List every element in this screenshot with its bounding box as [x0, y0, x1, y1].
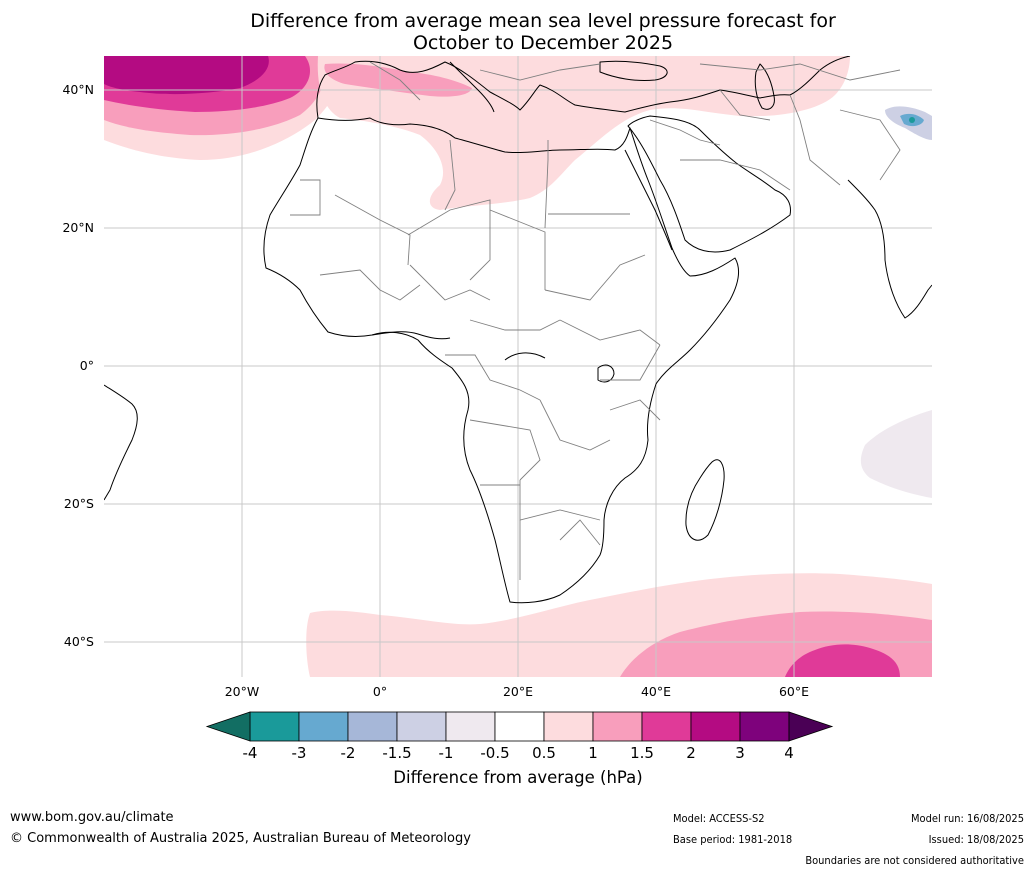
coastline-africa — [263, 117, 740, 604]
country-borders — [290, 61, 901, 580]
footer-model: Model: ACCESS-S2 — [673, 812, 765, 825]
colorbar-tick-labels: -4 -3 -2 -1.5 -1 -0.5 0.5 1 1.5 2 3 4 — [0, 744, 1035, 764]
footer-base-period: Base period: 1981-2018 — [673, 833, 793, 846]
border-segment — [544, 254, 646, 301]
colorbar-segment — [347, 711, 398, 742]
colorbar-segment — [690, 711, 741, 742]
lat-label-20n: 20°N — [62, 220, 94, 235]
border-segment — [719, 89, 771, 121]
colorbar-tick-label: 0.5 — [532, 744, 556, 762]
graticule — [104, 56, 932, 677]
footer-model-run: Model run: 16/08/2025 — [911, 812, 1024, 825]
colorbar-segment — [298, 711, 349, 742]
lon-label-60e: 60°E — [778, 684, 810, 699]
colorbar-tick-label: 3 — [735, 744, 745, 762]
lon-label-0: 0° — [372, 684, 388, 699]
border-segment — [334, 194, 411, 266]
lon-label-20e: 20°E — [502, 684, 534, 699]
coastline-caspian — [754, 63, 775, 110]
anomaly-region-tibet-core — [909, 117, 915, 123]
lat-label-40s: 40°S — [63, 634, 94, 649]
coastline-lake-victoria — [597, 364, 615, 383]
border-segment — [519, 480, 601, 521]
lon-label-40e: 40°E — [640, 684, 672, 699]
colorbar-tick-label: 1 — [588, 744, 598, 762]
colorbar-over-arrow — [788, 711, 834, 742]
colorbar-tick-label: -1 — [438, 744, 454, 762]
colorbar-label: Difference from average (hPa) — [393, 768, 643, 787]
border-segment — [600, 344, 661, 381]
anomaly-region-south-1.5 — [785, 644, 900, 677]
footer-issued: Issued: 18/08/2025 — [928, 833, 1024, 846]
border-segment — [469, 419, 541, 481]
border-segment — [559, 319, 661, 346]
anomaly-region-nw-2 — [104, 56, 269, 95]
border-segment — [445, 354, 541, 401]
border-segment — [789, 94, 841, 186]
border-segment — [559, 519, 601, 546]
coastline-madagascar — [685, 459, 725, 541]
coastline-south-america — [104, 384, 138, 501]
colorbar-segment — [396, 711, 447, 742]
footer-website: www.bom.gov.au/climate — [10, 810, 174, 825]
footer-copyright: © Commonwealth of Australia 2025, Austra… — [10, 831, 471, 846]
anomaly-region-indian-ocean-neg — [860, 410, 932, 498]
colorbar-tick-label: -3 — [291, 744, 307, 762]
border-segment — [680, 159, 791, 191]
border-segment — [539, 399, 611, 451]
colorbar-tick-label: 4 — [784, 744, 794, 762]
border-segment — [469, 319, 561, 331]
border-segment — [319, 269, 421, 301]
coastline-arabia — [627, 115, 791, 253]
coastlines — [104, 56, 932, 604]
title-line-1: Difference from average mean sea level p… — [250, 10, 836, 32]
border-segment — [479, 63, 601, 81]
coastline-red-sea — [624, 149, 673, 251]
lat-label-equator: 0° — [79, 358, 94, 373]
border-segment — [649, 119, 721, 146]
colorbar-tick-label: -4 — [242, 744, 258, 762]
colorbar-segment — [543, 711, 594, 742]
border-segment — [407, 199, 491, 281]
colorbar-tick-label: -2 — [340, 744, 356, 762]
border-segment — [369, 61, 421, 101]
coastline-black-sea — [599, 60, 668, 81]
anomaly-region-med-1 — [324, 63, 472, 97]
border-segment — [290, 179, 321, 216]
colorbar-under-arrow — [205, 711, 251, 742]
border-segment — [409, 264, 491, 301]
colorbar-tick-label: -0.5 — [480, 744, 510, 762]
map-title: Difference from average mean sea level p… — [0, 10, 1035, 54]
colorbar-segment — [249, 711, 300, 742]
border-segment — [839, 109, 901, 181]
title-line-2: October to December 2025 — [412, 32, 674, 54]
border-segment — [699, 63, 901, 81]
colorbar-segment — [641, 711, 692, 742]
colorbar-tick-label: 1.5 — [630, 744, 654, 762]
border-segment — [444, 139, 456, 211]
colorbar-tick-label: 2 — [686, 744, 696, 762]
coastline-europe — [316, 56, 851, 119]
coastline-congo — [504, 352, 546, 361]
coastline-gulf-of-guinea — [371, 331, 451, 340]
coastline-italy — [449, 61, 495, 113]
border-segment — [489, 209, 546, 290]
map-area — [104, 56, 932, 677]
colorbar-segment — [445, 711, 496, 742]
coastline-india — [847, 179, 932, 319]
lon-label-20w: 20°W — [224, 684, 260, 699]
lat-label-20s: 20°S — [63, 496, 94, 511]
colorbar-tick-label: -1.5 — [382, 744, 412, 762]
colorbar — [205, 711, 834, 742]
colorbar-segment — [494, 711, 545, 742]
colorbar-segment — [592, 711, 643, 742]
border-segment — [609, 399, 661, 421]
lat-label-40n: 40°N — [62, 82, 94, 97]
border-segment — [544, 140, 549, 229]
footer-disclaimer: Boundaries are not considered authoritat… — [805, 854, 1024, 867]
colorbar-segment — [739, 711, 790, 742]
